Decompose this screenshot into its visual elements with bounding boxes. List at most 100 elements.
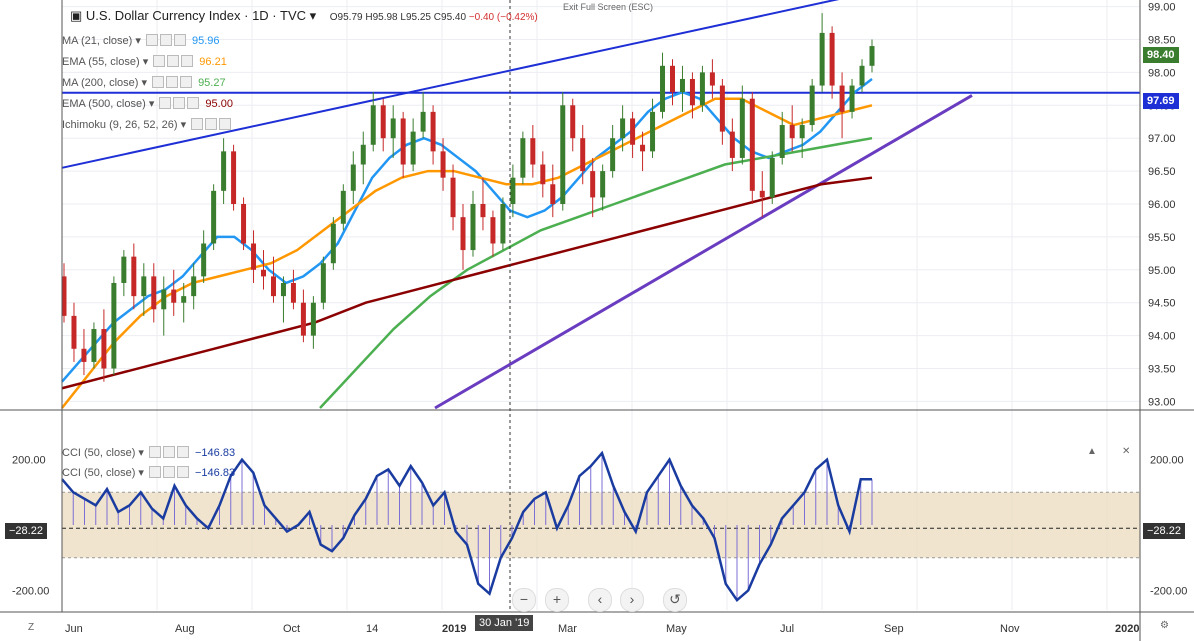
eye-icon[interactable] <box>191 118 204 130</box>
cci-left-tag: −28.22 <box>5 523 47 539</box>
price-tick-label: 93.50 <box>1148 364 1176 376</box>
price-tick-label: 95.50 <box>1148 232 1176 244</box>
gear-icon[interactable] <box>163 446 175 458</box>
cci-value: −146.83 <box>195 467 236 479</box>
candle-body <box>550 184 556 204</box>
gear-icon[interactable] <box>173 97 186 109</box>
candle-body <box>460 217 466 251</box>
chevron-down-icon[interactable]: ▾ <box>306 8 317 23</box>
chevron-down-icon[interactable]: ▾ <box>138 77 151 89</box>
indicator-value: 95.27 <box>198 77 226 89</box>
cci-series <box>61 450 873 603</box>
cci-left-tick-label: 200.00 <box>12 455 46 467</box>
cci-band <box>62 491 1140 559</box>
price-tick-label: 98.50 <box>1148 34 1176 46</box>
cci-overbought-band <box>62 492 1140 558</box>
indicator-legend-item[interactable]: Ichimoku (9, 26, 52, 26) ▾ <box>62 118 237 131</box>
cci-label: CCI (50, close) <box>62 467 136 479</box>
gear-icon[interactable] <box>205 118 218 130</box>
symbol-toggle-icon[interactable]: ▣ <box>70 8 86 23</box>
eye-icon[interactable] <box>152 76 165 88</box>
symbol-label[interactable]: U.S. Dollar Currency Index · 1D · TVC <box>85 8 307 23</box>
series-line-ema-500-close- <box>61 176 873 390</box>
candle-body <box>749 98 755 191</box>
reset-chart-button[interactable]: ↺ <box>663 588 687 612</box>
candle-body <box>660 65 666 112</box>
candle-body <box>251 243 257 270</box>
indicator-legend-item[interactable]: EMA (55, close) ▾ 96.21 <box>62 55 227 68</box>
close-icon[interactable] <box>177 446 189 458</box>
close-icon[interactable] <box>187 97 200 109</box>
indicator-legend-item[interactable]: EMA (500, close) ▾ 95.00 <box>62 97 233 110</box>
gear-icon[interactable] <box>163 466 175 478</box>
upper-trendline <box>61 0 840 169</box>
price-tick-label: 98.00 <box>1148 67 1176 79</box>
close-icon[interactable] <box>181 55 194 67</box>
time-tick-label: Oct <box>283 623 300 635</box>
cci-left-tick-label: -200.00 <box>12 585 49 597</box>
eye-icon[interactable] <box>145 34 158 46</box>
time-tick-label: Mar <box>558 623 577 635</box>
candle-body <box>669 65 675 93</box>
exit-full-screen-button[interactable]: Exit Full Screen (ESC) <box>563 2 654 12</box>
time-tick-label: Sep <box>884 623 904 635</box>
candle-body <box>769 157 775 198</box>
candle-body <box>719 85 725 132</box>
low-value: L95.25 <box>400 12 431 23</box>
auto-scale-z-icon[interactable]: Z <box>28 622 35 633</box>
eye-icon[interactable] <box>159 97 172 109</box>
chevron-down-icon[interactable]: ▾ <box>135 467 147 479</box>
close-value: C95.40 <box>433 12 467 23</box>
eye-icon[interactable] <box>149 466 161 478</box>
scroll-right-button[interactable]: › <box>620 588 644 612</box>
candle-body <box>470 204 476 251</box>
close-icon[interactable] <box>173 34 186 46</box>
close-icon[interactable] <box>177 466 189 478</box>
candle-body <box>310 302 316 336</box>
settings-gear-icon[interactable]: ⚙ <box>1160 620 1169 631</box>
cci-right-tick-label: -200.00 <box>1150 585 1187 597</box>
gear-icon[interactable] <box>166 76 179 88</box>
cci-legend-item[interactable]: CCI (50, close) ▾ −146.83 <box>62 466 235 479</box>
candle-body <box>699 72 705 106</box>
time-tick-label: 14 <box>366 623 378 635</box>
candle-body <box>320 263 326 303</box>
cci-legend-item[interactable]: CCI (50, close) ▾ −146.83 <box>62 446 235 459</box>
candle-body <box>201 243 207 277</box>
candle-body <box>171 289 177 303</box>
chevron-down-icon[interactable]: ▾ <box>132 35 144 47</box>
candle-body <box>241 204 247 244</box>
candle-body <box>121 256 127 283</box>
time-tick-label: Jun <box>65 623 83 635</box>
candle-body <box>360 144 366 165</box>
indicator-legend-item[interactable]: MA (200, close) ▾ 95.27 <box>62 76 226 89</box>
close-icon[interactable] <box>219 118 232 130</box>
zoom-out-button[interactable]: − <box>512 588 536 612</box>
candles <box>61 13 875 382</box>
gear-icon[interactable] <box>167 55 180 67</box>
zoom-in-button[interactable]: + <box>545 588 569 612</box>
chevron-down-icon[interactable]: ▾ <box>145 98 158 110</box>
chevron-down-icon[interactable]: ▾ <box>139 56 152 68</box>
last-price-tag: 98.40 <box>1143 47 1179 63</box>
eye-icon[interactable] <box>149 446 161 458</box>
pane-up-icon[interactable]: ▲ <box>1087 446 1097 457</box>
chevron-down-icon[interactable]: ▾ <box>135 447 147 459</box>
gear-icon[interactable] <box>159 34 172 46</box>
eye-icon[interactable] <box>153 55 166 67</box>
scroll-left-button[interactable]: ‹ <box>588 588 612 612</box>
candle-body <box>61 276 67 316</box>
candle-body <box>91 329 97 362</box>
pane-close-icon[interactable]: ✕ <box>1122 446 1131 457</box>
close-icon[interactable] <box>180 76 193 88</box>
candle-body <box>270 276 276 297</box>
cci-label: CCI (50, close) <box>62 447 136 459</box>
indicator-legend-item[interactable]: MA (21, close) ▾ 95.96 <box>62 34 219 47</box>
time-tick-label: Aug <box>175 623 195 635</box>
candle-body <box>400 118 406 165</box>
candle-body <box>191 276 197 297</box>
candle-body <box>679 78 685 93</box>
indicator-label: EMA (55, close) <box>62 56 140 68</box>
chevron-down-icon[interactable]: ▾ <box>177 119 190 131</box>
